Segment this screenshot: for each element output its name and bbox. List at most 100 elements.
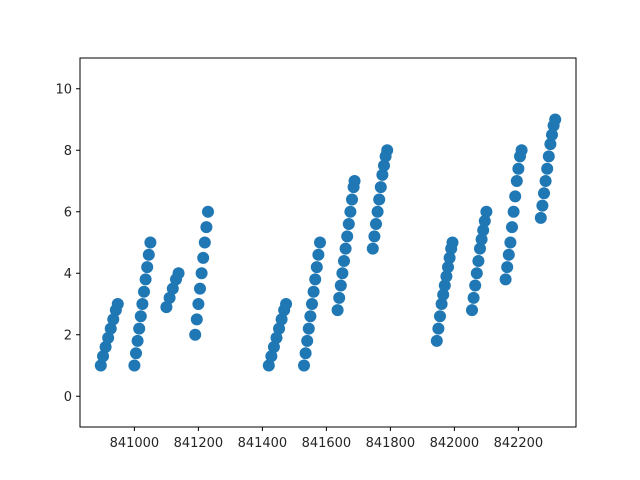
data-point [381,144,394,157]
data-point [267,341,280,354]
data-point [374,181,387,194]
data-point [334,279,347,292]
data-point [446,236,459,249]
data-point [342,218,355,231]
data-point [134,310,147,323]
data-point [499,273,512,286]
data-point [197,251,210,264]
data-point [501,261,514,274]
data-point [136,298,149,310]
data-point [94,359,107,372]
data-point [302,322,315,335]
data-point [542,150,555,163]
data-point [466,304,478,317]
data-point [99,341,112,354]
x-tick-label: 841600 [302,436,352,451]
data-point [430,334,443,347]
data-point [539,175,552,187]
data-point [469,279,482,292]
data-point [336,267,349,280]
y-tick-label: 2 [64,328,72,343]
data-point [475,233,488,246]
data-point [265,350,278,363]
x-tick-label: 842000 [430,436,480,451]
data-point [506,221,518,234]
data-point [198,236,211,249]
data-point [104,322,117,335]
data-point [273,322,286,335]
data-point [341,230,354,243]
data-point [138,285,150,298]
data-point [515,144,528,157]
data-point [467,291,480,304]
data-point [190,313,203,326]
data-point [478,214,491,227]
data-point [437,288,450,301]
data-point [344,205,357,218]
data-point [434,310,446,323]
data-point [309,273,322,286]
data-point [97,350,110,363]
data-point [534,211,547,224]
data-point [370,218,382,231]
data-point [314,236,326,249]
data-point [262,359,275,372]
y-tick-label: 6 [64,205,72,220]
data-point [442,261,454,274]
data-point [443,251,456,264]
data-point [502,248,515,261]
x-axis: 841000 841200 841400 841600 841800 842000 8422… [110,427,544,451]
data-point [368,230,381,243]
data-point [472,254,485,267]
data-point [507,205,520,218]
data-point [440,270,453,283]
data-point [376,168,389,181]
data-point [107,313,120,326]
data-point [510,175,523,187]
plot-area [80,58,576,427]
data-point [163,291,176,304]
data-point [546,128,558,141]
data-point [339,242,352,255]
data-point [346,193,358,206]
data-point [338,254,350,267]
data-point [301,334,314,347]
data-point [536,199,549,212]
data-point [202,205,214,218]
y-tick-label: 0 [64,390,72,405]
data-point [298,359,310,372]
data-point [166,282,179,295]
data-point [275,313,288,326]
data-point [378,159,390,172]
data-point [306,298,318,310]
data-point [139,273,152,286]
data-point [312,248,325,261]
data-point [192,298,205,310]
x-tick-label: 841400 [238,436,288,451]
data-point [474,242,486,255]
data-point [130,347,142,360]
axes-frame [79,57,577,428]
data-point [366,242,379,255]
data-point [133,322,146,335]
data-point [371,205,384,218]
data-point [470,267,483,280]
data-point [504,236,517,249]
x-tick-label: 842200 [494,436,544,451]
data-point [194,282,206,295]
data-point [280,298,293,310]
data-points [94,113,562,372]
y-tick-label: 4 [64,267,72,282]
data-point [512,162,525,175]
data-point [307,285,320,298]
data-point [331,304,344,317]
data-point [348,175,361,187]
data-point [544,138,557,151]
data-point [160,301,173,314]
x-tick-label: 841800 [366,436,416,451]
data-point [141,261,154,274]
data-point [538,187,550,200]
data-point [131,334,144,347]
y-tick-label: 10 [55,82,72,97]
